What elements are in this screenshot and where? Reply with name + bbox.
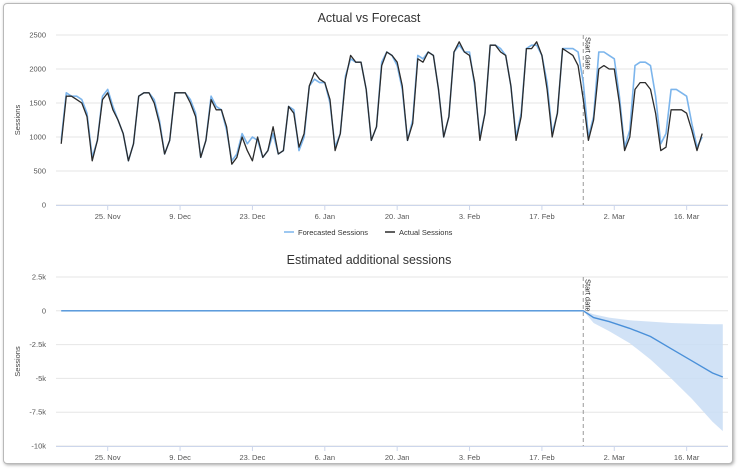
y-tick-label: 2000 (29, 65, 46, 74)
y-tick-label: 2.5k (32, 273, 46, 282)
x-tick-label: 20. Jan (385, 212, 410, 221)
x-tick-label: 9. Dec (169, 453, 191, 462)
x-tick-label: 23. Dec (240, 453, 266, 462)
x-tick-label: 16. Mar (674, 212, 700, 221)
y-tick-label: 500 (33, 167, 46, 176)
y-axis-label-bottom: Sessions (13, 346, 22, 377)
x-tick-label: 25. Nov (95, 212, 121, 221)
start-date-marker-label: Start date (583, 279, 592, 312)
x-tick-label: 23. Dec (240, 212, 266, 221)
x-tick-label: 2. Mar (604, 453, 626, 462)
x-tick-label: 6. Jan (315, 212, 335, 221)
y-tick-label: -10k (31, 442, 46, 451)
y-tick-label: 1000 (29, 133, 46, 142)
y-axis-label-top: Sessions (13, 105, 22, 136)
start-date-marker-label: Start date (583, 37, 592, 70)
x-tick-label: 25. Nov (95, 453, 121, 462)
y-tick-label: 0 (42, 306, 46, 315)
y-tick-label: 1500 (29, 99, 46, 108)
x-tick-label: 16. Mar (674, 453, 700, 462)
estimated-additional-sessions-line[interactable] (61, 310, 724, 378)
chart-title-estimated-additional: Estimated additional sessions (287, 253, 452, 267)
chart-canvas: Actual vs Forecast Estimated additional … (13, 11, 728, 462)
x-tick-label: 17. Feb (529, 212, 554, 221)
x-tick-label: 20. Jan (385, 453, 410, 462)
legend-label-forecasted[interactable]: Forecasted Sessions (298, 228, 368, 237)
y-tick-label: 2500 (29, 31, 46, 40)
y-tick-label: 0 (42, 201, 46, 210)
x-tick-label: 17. Feb (529, 453, 554, 462)
x-tick-label: 9. Dec (169, 212, 191, 221)
actual-sessions-line[interactable] (60, 41, 703, 165)
x-tick-label: 3. Feb (459, 212, 480, 221)
x-tick-label: 3. Feb (459, 453, 480, 462)
y-tick-label: -7.5k (29, 408, 46, 417)
legend-label-actual[interactable]: Actual Sessions (399, 228, 453, 237)
chart-title-actual-vs-forecast: Actual vs Forecast (318, 11, 421, 25)
y-tick-label: -2.5k (29, 340, 46, 349)
confidence-band (61, 310, 723, 432)
legend[interactable]: Forecasted Sessions Actual Sessions (284, 228, 453, 237)
x-tick-label: 2. Mar (604, 212, 626, 221)
chart-panel: Actual vs Forecast Estimated additional … (3, 3, 733, 464)
y-tick-label: -5k (36, 374, 47, 383)
x-tick-label: 6. Jan (315, 453, 335, 462)
